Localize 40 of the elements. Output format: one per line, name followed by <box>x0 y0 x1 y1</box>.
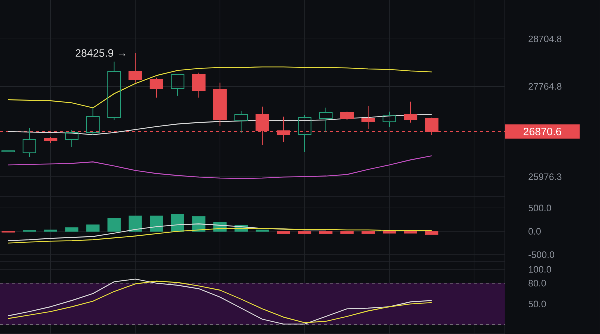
candlestick <box>319 108 333 132</box>
bar <box>340 231 354 234</box>
y-tick-label: 100.0 <box>529 266 552 273</box>
y-tick-label: -500.0 <box>528 252 554 258</box>
candlestick <box>65 130 79 148</box>
annotation: 28425.9 → <box>76 49 126 58</box>
y-tick-label: 50.0 <box>528 300 546 308</box>
line-series <box>8 66 432 109</box>
candlestick <box>298 114 312 152</box>
candlestick <box>108 62 122 120</box>
candlestick <box>192 72 206 98</box>
bar <box>362 231 376 234</box>
bar <box>128 216 142 232</box>
bar <box>425 231 439 236</box>
y-tick-label: 80.0 <box>528 280 546 287</box>
bar <box>108 218 121 232</box>
bar <box>86 224 100 232</box>
y-tick-label: 25976.3 <box>528 174 562 180</box>
bar <box>65 228 79 232</box>
y-tick-label: 28704.8 <box>528 36 562 42</box>
bar <box>319 231 333 234</box>
ref-line-label: 26870.6 <box>524 128 562 136</box>
y-tick-label: 500.0 <box>528 204 552 212</box>
candlestick <box>404 102 418 124</box>
bar <box>150 216 164 232</box>
candlestick <box>213 82 227 126</box>
candlestick <box>22 128 36 158</box>
bar <box>277 231 290 234</box>
candlestick <box>171 74 185 96</box>
candlestick <box>86 108 100 136</box>
line-series <box>8 156 432 180</box>
candlestick <box>150 78 164 98</box>
candlestick <box>382 112 396 128</box>
bar <box>171 214 184 232</box>
y-tick-label: 27764.8 <box>528 83 562 90</box>
y-tick-label: 0.0 <box>528 228 541 235</box>
bar <box>298 231 312 234</box>
candlestick <box>362 106 376 130</box>
candlestick <box>128 52 142 84</box>
candlestick <box>234 110 248 134</box>
